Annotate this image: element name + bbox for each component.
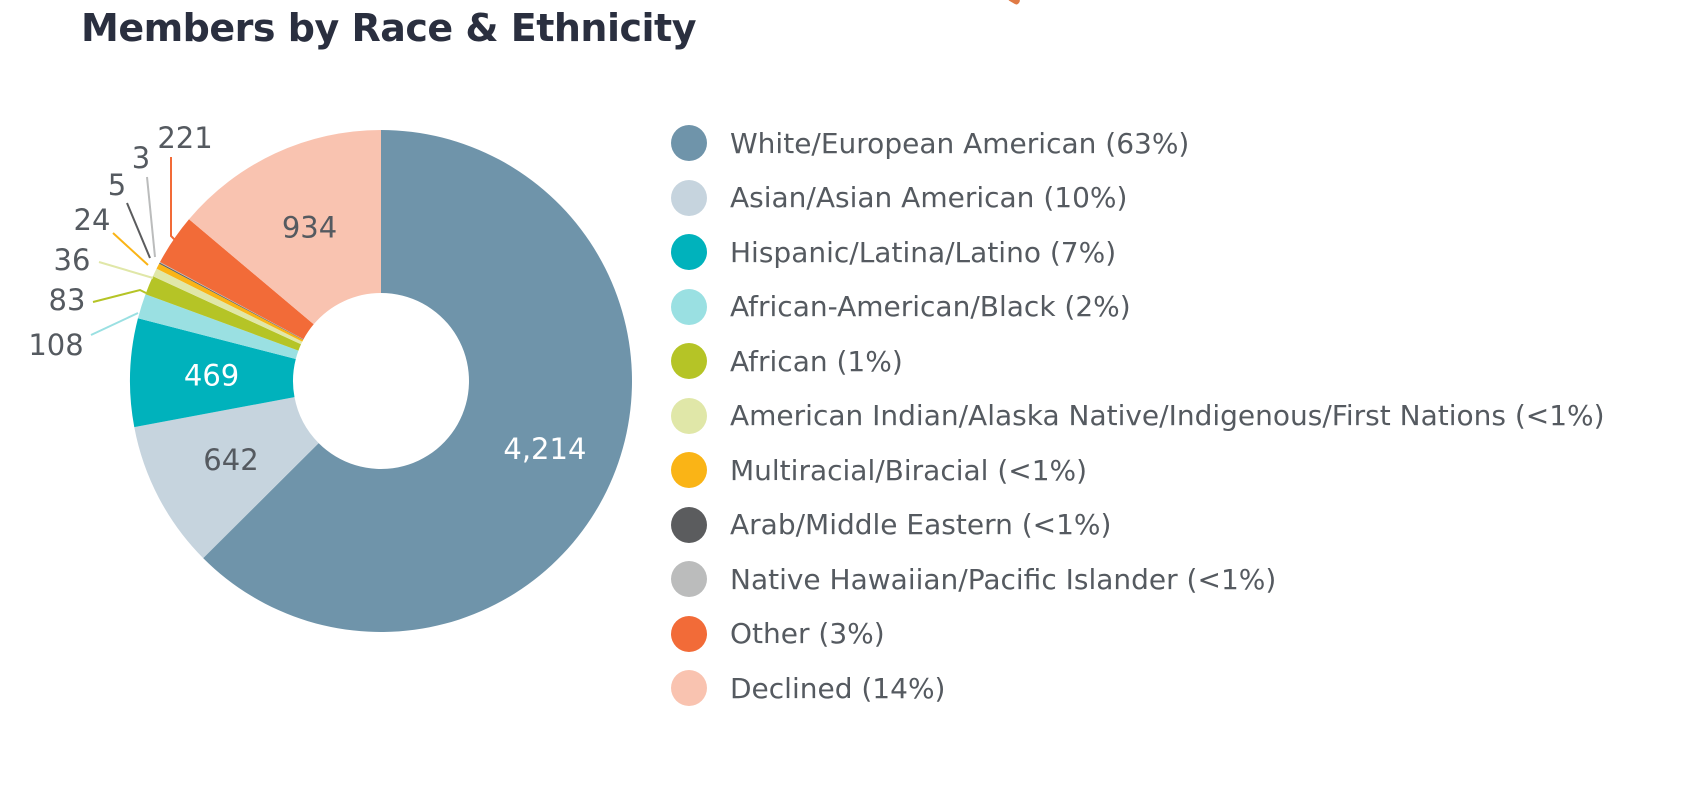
legend-swatch [671,506,707,543]
legend-label: Multiracial/Biracial (<1%) [730,453,1088,487]
legend-swatch [671,615,707,652]
legend-label: Other (3%) [730,617,885,651]
legend-swatch [671,179,707,216]
legend-swatch [671,125,707,162]
leader-line-7 [126,202,151,259]
leader-line-5 [98,261,154,279]
data-label-0: 4,214 [503,432,586,466]
legend-item[interactable]: African (1%) [671,334,1605,389]
legend-label: African-American/Black (2%) [730,290,1131,324]
legend-item[interactable]: Multiracial/Biracial (<1%) [671,443,1605,498]
legend-swatch [671,343,707,380]
legend-swatch [671,561,707,598]
data-label-8: 3 [132,141,150,175]
slice-9 [159,219,314,340]
data-label-9: 221 [157,121,212,155]
legend-label: Hispanic/Latina/Latino (7%) [730,235,1117,269]
legend-item[interactable]: Declined (14%) [671,661,1605,716]
legend-label: Declined (14%) [730,671,946,705]
leader-line-4 [92,288,147,303]
data-label-3: 108 [28,328,83,362]
data-label-5: 36 [54,243,91,277]
data-label-6: 24 [74,203,111,237]
legend-item[interactable]: Native Hawaiian/Pacific Islander (<1%) [671,552,1605,607]
data-label-1: 642 [203,443,258,477]
legend-swatch [671,288,707,325]
slice-6 [156,263,304,342]
legend-label: Native Hawaiian/Pacific Islander (<1%) [730,562,1277,596]
legend-swatch [671,452,707,489]
slice-7 [159,262,304,340]
legend-item[interactable]: Asian/Asian American (10%) [671,171,1605,226]
legend-swatch [671,234,707,271]
slice-1 [134,397,319,559]
legend-swatch [671,670,707,707]
data-label-10: 934 [282,210,337,244]
legend-item[interactable]: White/European American (63%) [671,116,1605,171]
slice-8 [159,262,304,340]
legend-label: White/European American (63%) [730,126,1190,160]
legend-item[interactable]: Hispanic/Latina/Latino (7%) [671,225,1605,280]
leader-line-3 [90,312,139,336]
slice-4 [145,276,302,351]
data-label-2: 469 [184,358,239,392]
legend-swatch [671,397,707,434]
chart-title: Members by Race & Ethnicity [81,6,696,50]
slice-0 [203,130,632,633]
slice-2 [130,318,296,428]
data-label-7: 5 [108,168,126,202]
legend-label: African (1%) [730,344,903,378]
legend-label: Asian/Asian American (10%) [730,181,1128,215]
legend-item[interactable]: American Indian/Alaska Native/Indigenous… [671,389,1605,444]
slice-3 [137,294,299,360]
slice-10 [189,130,381,325]
legend: White/European American (63%) Asian/Asian… [671,116,1605,716]
leader-line-8 [146,176,156,258]
legend-item[interactable]: Other (3%) [671,607,1605,662]
legend-label: American Indian/Alaska Native/Indigenous… [730,399,1605,433]
leader-line-9 [170,157,177,242]
leader-line-6 [112,232,149,266]
slice-5 [152,268,303,345]
legend-item[interactable]: Arab/Middle Eastern (<1%) [671,498,1605,553]
data-label-4: 83 [49,283,86,317]
legend-item[interactable]: African-American/Black (2%) [671,280,1605,335]
legend-label: Arab/Middle Eastern (<1%) [730,508,1112,542]
